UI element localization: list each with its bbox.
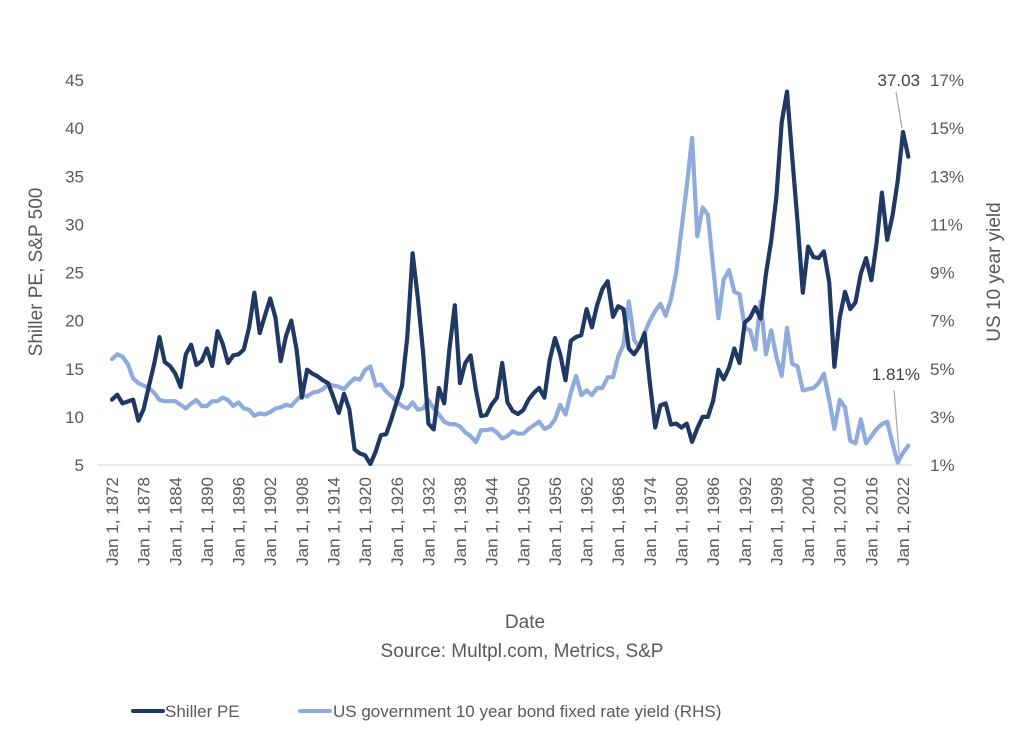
x-tick-label: Jan 1, 2004 — [799, 477, 818, 566]
x-tick-label: Jan 1, 1908 — [293, 477, 312, 566]
x-tick-label: Jan 1, 1926 — [388, 477, 407, 566]
y-tick-label: 5 — [75, 456, 84, 475]
y2-tick-label: 1% — [930, 456, 955, 475]
x-tick-label: Jan 1, 2010 — [831, 477, 850, 566]
x-tick-label: Jan 1, 1956 — [546, 477, 565, 566]
y2-axis-title: US 10 year yield — [984, 202, 1005, 341]
y2-tick-label: 9% — [930, 264, 955, 283]
x-tick-label: Jan 1, 1896 — [230, 477, 249, 566]
x-tick-label: Jan 1, 1872 — [103, 477, 122, 566]
legend-label-shiller-pe: Shiller PE — [165, 702, 240, 721]
x-tick-label: Jan 1, 1884 — [166, 477, 185, 566]
y2-tick-label: 11% — [930, 215, 963, 234]
y2-tick-label: 17% — [930, 71, 964, 90]
x-tick-label: Jan 1, 1944 — [483, 477, 502, 566]
x-tick-label: Jan 1, 1932 — [419, 477, 438, 566]
y-tick-label: 45 — [65, 71, 84, 90]
y2-tick-label: 13% — [930, 167, 964, 186]
left-axis-ticks: 5 10 15 20 25 30 35 40 45 — [65, 71, 84, 475]
x-tick-label: Jan 1, 1980 — [673, 477, 692, 566]
y-tick-label: 10 — [65, 408, 84, 427]
y-tick-label: 35 — [65, 167, 84, 186]
x-tick-label: Jan 1, 1950 — [514, 477, 533, 566]
x-axis-title: Date — [505, 612, 545, 633]
y-tick-label: 25 — [65, 264, 84, 283]
legend-label-bond-yield: US government 10 year bond fixed rate yi… — [333, 702, 721, 721]
annotation-yield-value: 1.81% — [872, 365, 920, 384]
annotations: 37.03 1.81% — [872, 71, 920, 461]
series-lines — [109, 89, 911, 467]
series-line-bond-yield — [109, 135, 911, 465]
right-axis-ticks: 1% 3% 5% 7% 9% 11% 13% 15% 17% — [930, 71, 964, 475]
y-tick-label: 15 — [65, 360, 84, 379]
y-tick-label: 40 — [65, 119, 84, 138]
x-tick-label: Jan 1, 1902 — [261, 477, 280, 566]
y-tick-label: 30 — [65, 215, 84, 234]
annotation-leader-pe — [895, 91, 903, 129]
source-note: Source: Multpl.com, Metrics, S&P — [381, 641, 664, 662]
y-tick-label: 20 — [65, 312, 84, 331]
x-tick-label: Jan 1, 1992 — [736, 477, 755, 566]
x-tick-label: Jan 1, 1914 — [324, 477, 343, 566]
x-tick-label: Jan 1, 1890 — [198, 477, 217, 566]
x-tick-label: Jan 1, 1986 — [704, 477, 723, 566]
x-tick-label: Jan 1, 1968 — [609, 477, 628, 566]
y-axis-title: Shiller PE, S&P 500 — [26, 188, 47, 357]
legend: Shiller PE US government 10 year bond fi… — [131, 702, 721, 721]
x-tick-label: Jan 1, 2016 — [862, 477, 881, 566]
legend-item-bond-yield: US government 10 year bond fixed rate yi… — [298, 702, 721, 721]
x-tick-label: Jan 1, 1938 — [451, 477, 470, 566]
series-line-shiller-pe — [109, 89, 911, 467]
annotation-leader-yield — [893, 389, 901, 461]
x-tick-label: Jan 1, 1920 — [356, 477, 375, 566]
x-axis-ticks: Jan 1, 1872 Jan 1, 1878 Jan 1, 1884 Jan 1, … — [103, 477, 913, 566]
x-tick-label: Jan 1, 2022 — [894, 477, 913, 566]
y2-tick-label: 15% — [930, 119, 964, 138]
x-tick-label: Jan 1, 1878 — [135, 477, 154, 566]
y2-tick-label: 3% — [930, 408, 955, 427]
x-tick-label: Jan 1, 1974 — [641, 477, 660, 566]
y2-tick-label: 5% — [930, 360, 955, 379]
x-tick-label: Jan 1, 1998 — [767, 477, 786, 566]
annotation-pe-value: 37.03 — [877, 71, 920, 90]
y2-tick-label: 7% — [930, 312, 955, 331]
legend-item-shiller-pe: Shiller PE — [131, 702, 240, 721]
x-tick-label: Jan 1, 1962 — [578, 477, 597, 566]
